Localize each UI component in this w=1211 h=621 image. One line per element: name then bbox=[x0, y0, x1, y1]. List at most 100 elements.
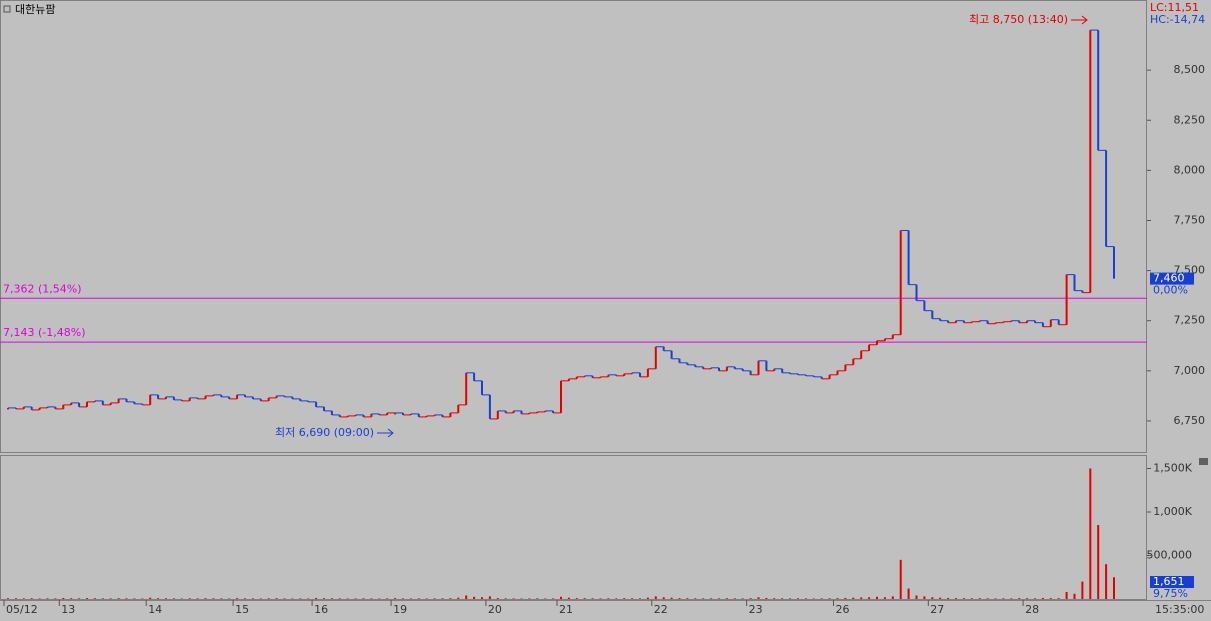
volume-panel bbox=[0, 455, 1147, 600]
volume-bar bbox=[93, 598, 96, 599]
volume-bar bbox=[1065, 592, 1068, 599]
volume-bar bbox=[441, 598, 444, 599]
x-tick-label: 16 bbox=[314, 603, 328, 616]
volume-bar bbox=[757, 597, 760, 599]
volume-bar bbox=[804, 598, 807, 599]
volume-bar bbox=[1010, 598, 1013, 599]
volume-bar bbox=[196, 598, 199, 599]
volume-bar bbox=[702, 598, 705, 599]
volume-bar bbox=[876, 596, 878, 599]
volume-bar bbox=[417, 598, 420, 599]
x-tick-label: 13 bbox=[61, 603, 75, 616]
volume-bar bbox=[496, 598, 499, 599]
volume-bar bbox=[259, 598, 262, 599]
volume-bar bbox=[109, 598, 112, 599]
volume-bar bbox=[370, 598, 373, 599]
x-tick-label: 05/12 bbox=[6, 603, 38, 616]
volume-bar bbox=[409, 598, 412, 599]
volume-bar bbox=[86, 598, 88, 599]
volume-bar bbox=[433, 598, 436, 599]
panel-button[interactable] bbox=[1199, 458, 1208, 465]
annotation: 최고 8,750 (13:40) bbox=[969, 13, 1068, 26]
volume-bar bbox=[1057, 598, 1060, 599]
volume-bar bbox=[149, 597, 152, 599]
volume-bar bbox=[797, 598, 799, 599]
annotation: 최저 6,690 (09:00) bbox=[275, 426, 374, 439]
annotation-arrow bbox=[377, 428, 394, 438]
volume-bar bbox=[78, 598, 81, 599]
volume-bar bbox=[718, 598, 720, 599]
volume-bar bbox=[7, 598, 9, 599]
volume-bar bbox=[1097, 525, 1100, 599]
volume-bar bbox=[686, 598, 689, 599]
volume-bar bbox=[212, 598, 215, 599]
volume-bar bbox=[899, 559, 902, 599]
volume-bar bbox=[560, 596, 562, 599]
volume-bar bbox=[567, 597, 570, 599]
x-tick-label: 27 bbox=[930, 603, 944, 616]
y-tick-label: 500,000 bbox=[1147, 548, 1193, 561]
volume-bar bbox=[860, 597, 863, 599]
volume-bar bbox=[1041, 597, 1044, 599]
volume-bar bbox=[481, 597, 483, 599]
volume-bar bbox=[307, 598, 310, 599]
x-tick-label: 14 bbox=[148, 603, 162, 616]
volume-bar bbox=[820, 598, 823, 599]
volume-bar bbox=[275, 598, 278, 599]
volume-bar bbox=[338, 598, 341, 599]
volume-bar bbox=[1105, 564, 1108, 599]
y-tick-label: 6,750 bbox=[1174, 414, 1206, 427]
volume-bar bbox=[346, 598, 349, 599]
y-tick-label: 7,750 bbox=[1174, 213, 1206, 226]
volume-bar bbox=[575, 598, 578, 599]
volume-bar bbox=[544, 598, 547, 599]
volume-bar bbox=[1113, 577, 1115, 599]
volume-bar bbox=[552, 598, 555, 599]
volume-bar bbox=[378, 598, 381, 599]
x-tick-label: 22 bbox=[654, 603, 668, 616]
last-tag-label: 1,651 bbox=[1153, 575, 1185, 588]
volume-bar bbox=[465, 595, 468, 599]
volume-bar bbox=[994, 598, 997, 599]
volume-bar bbox=[512, 598, 515, 599]
legend-hc: HC:-14,74 bbox=[1150, 13, 1205, 26]
volume-bar bbox=[70, 598, 73, 599]
x-tick-label: 26 bbox=[836, 603, 850, 616]
volume-bar bbox=[449, 598, 452, 599]
volume-bar bbox=[165, 598, 167, 599]
volume-bar bbox=[402, 598, 404, 599]
volume-bar bbox=[299, 598, 302, 599]
x-tick-label: 21 bbox=[559, 603, 573, 616]
ref-label: 7,362 (1,54%) bbox=[3, 282, 82, 295]
volume-bar bbox=[188, 598, 191, 599]
volume-bar bbox=[1081, 581, 1084, 599]
volume-bar bbox=[678, 598, 681, 599]
legend-box bbox=[3, 5, 11, 13]
volume-bar bbox=[828, 598, 831, 599]
volume-bar bbox=[670, 597, 673, 599]
x-tick-label: 23 bbox=[749, 603, 763, 616]
volume-bar bbox=[868, 597, 871, 599]
volume-bar bbox=[244, 598, 246, 599]
volume-bar bbox=[955, 598, 957, 599]
volume-bar bbox=[812, 598, 815, 599]
time-label: 15:35:00 bbox=[1155, 603, 1204, 616]
volume-bar bbox=[117, 598, 120, 599]
volume-bar bbox=[291, 598, 294, 599]
volume-bar bbox=[101, 598, 104, 599]
x-tick-label: 28 bbox=[1025, 603, 1039, 616]
volume-bar bbox=[30, 598, 33, 599]
y-tick-label: 1,500K bbox=[1153, 461, 1192, 474]
volume-bar bbox=[220, 598, 223, 599]
volume-bar bbox=[125, 598, 128, 599]
volume-bar bbox=[133, 598, 136, 599]
volume-bar bbox=[986, 598, 989, 599]
volume-bar bbox=[1026, 598, 1029, 599]
volume-bar bbox=[615, 598, 618, 599]
volume-bar bbox=[978, 598, 981, 599]
x-tick-label: 19 bbox=[393, 603, 407, 616]
volume-bar bbox=[323, 598, 325, 599]
volume-bar bbox=[741, 598, 744, 599]
volume-bar bbox=[1018, 598, 1021, 599]
